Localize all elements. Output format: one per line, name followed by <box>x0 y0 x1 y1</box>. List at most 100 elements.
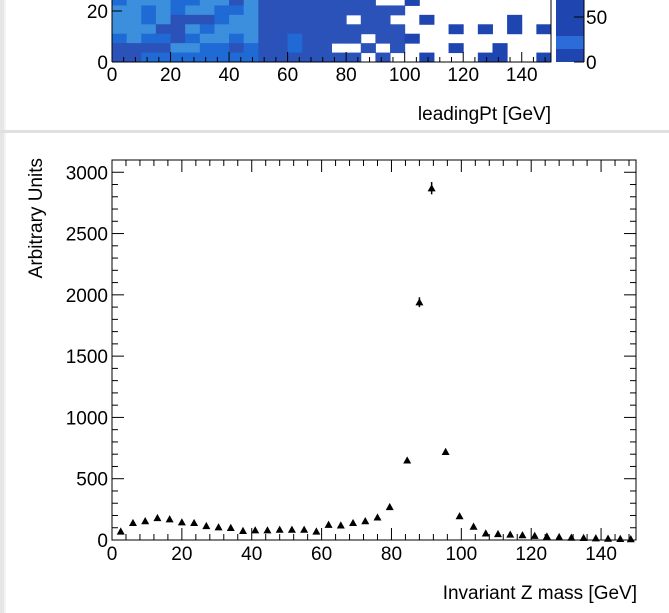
y-tick-label: 1500 <box>66 347 108 368</box>
heatmap-cell <box>346 0 362 6</box>
scatter-points <box>116 182 635 543</box>
heatmap-cell <box>185 24 201 35</box>
heatmap-cell <box>185 5 201 16</box>
heatmap-cell <box>258 5 274 16</box>
heatmap-cell <box>141 0 157 6</box>
heatmap-cell <box>331 33 347 44</box>
data-point <box>226 523 235 531</box>
heatmap-cell <box>155 52 172 63</box>
data-point <box>361 517 370 525</box>
heatmap-cell <box>229 14 245 25</box>
heatmap-cell <box>331 24 347 35</box>
heatmap-x-tick-label: 120 <box>447 65 479 86</box>
heatmap-cell <box>272 5 289 16</box>
heatmap-cell <box>126 14 142 25</box>
data-point <box>239 526 247 535</box>
heatmap-cell <box>316 24 332 35</box>
heatmap-cell <box>126 0 142 6</box>
heatmap-y-tick-label: 20 <box>87 2 108 23</box>
data-point <box>202 521 211 530</box>
data-point <box>415 298 424 306</box>
heatmap-cell <box>287 5 303 16</box>
data-point <box>626 535 635 543</box>
heatmap-cell <box>375 24 391 35</box>
y-tick-label: 2500 <box>66 225 108 246</box>
data-point <box>506 530 515 538</box>
heatmap-x-tick-label: 100 <box>389 65 421 86</box>
heatmap-cell <box>419 52 435 63</box>
data-point <box>141 517 150 525</box>
heatmap-cell <box>155 5 172 16</box>
data-point <box>403 456 412 464</box>
heatmap-cell <box>302 33 318 44</box>
heatmap-cell <box>302 52 318 63</box>
data-point <box>336 521 345 529</box>
heatmap-cell <box>141 52 157 63</box>
data-point <box>530 531 539 539</box>
heatmap-cell <box>243 0 259 6</box>
heatmap-cell <box>316 52 332 63</box>
heatmap-cell <box>316 14 332 25</box>
heatmap-cell <box>536 52 552 63</box>
x-tick-label: 0 <box>107 544 118 565</box>
heatmap-cell <box>141 14 157 25</box>
heatmap-cell <box>170 24 186 35</box>
colorbar-band <box>556 36 584 49</box>
heatmap-cell <box>199 52 215 63</box>
heatmap-cell <box>360 14 376 25</box>
heatmap-cell <box>375 5 391 16</box>
x-tick-label: 60 <box>311 544 332 565</box>
heatmap-cell <box>316 33 332 44</box>
data-point <box>494 529 503 538</box>
heatmap-cell <box>185 43 201 54</box>
heatmap-cell <box>390 5 406 16</box>
heatmap-cell <box>258 0 274 6</box>
heatmap-cell <box>419 14 435 25</box>
heatmap-cell <box>112 33 128 44</box>
heatmap-cell <box>170 43 186 54</box>
heatmap-cell <box>155 43 172 54</box>
data-point <box>128 518 137 527</box>
heatmap-cell <box>185 52 201 63</box>
heatmap-cell <box>477 24 493 35</box>
data-point <box>275 525 284 533</box>
data-point <box>214 523 223 531</box>
heatmap-cell <box>316 0 332 6</box>
heatmap-cell <box>141 43 157 54</box>
scatter-axes: 0 20 40 60 80 100 120 140 0 500 1000 1500 2000 2500 30… <box>66 159 636 565</box>
heatmap-cell <box>492 52 508 63</box>
data-point <box>177 518 186 526</box>
data-point <box>324 520 333 528</box>
data-point <box>190 518 199 527</box>
x-tick-label: 40 <box>241 544 262 565</box>
heatmap-cell <box>243 5 259 16</box>
heatmap-cell <box>258 24 274 35</box>
heatmap-cell <box>346 52 362 63</box>
heatmap-cell <box>272 0 289 6</box>
heatmap-x-tick-label: 20 <box>160 65 181 86</box>
heatmap-cell <box>112 43 128 54</box>
heatmap-cell <box>199 5 215 16</box>
data-point <box>373 513 382 521</box>
heatmap-cell <box>112 5 128 16</box>
heatmap-cell <box>185 0 201 6</box>
heatmap-cell <box>360 5 376 16</box>
heatmap-cell <box>448 24 464 35</box>
heatmap-cell <box>155 0 172 6</box>
heatmap-x-axis-label: leadingPt [GeV] <box>418 104 551 125</box>
y-tick-label: 0 <box>97 531 108 552</box>
heatmap-y-tick-label: 0 <box>97 53 108 74</box>
heatmap-cell <box>243 14 259 25</box>
heatmap-x-tick-label: 0 <box>107 65 118 86</box>
data-point <box>263 526 272 534</box>
heatmap-cell <box>258 43 274 54</box>
heatmap-cell <box>258 52 274 63</box>
heatmap-cell <box>346 24 362 35</box>
scatter-chart: 0 20 40 60 80 100 120 140 0 500 1000 1500 2000 2500 30… <box>26 158 637 604</box>
heatmap-cell <box>214 0 230 6</box>
heatmap-cell <box>112 14 128 25</box>
heatmap-cell <box>214 24 230 35</box>
heatmap-cell <box>229 24 245 35</box>
heatmap-cell <box>272 24 289 35</box>
